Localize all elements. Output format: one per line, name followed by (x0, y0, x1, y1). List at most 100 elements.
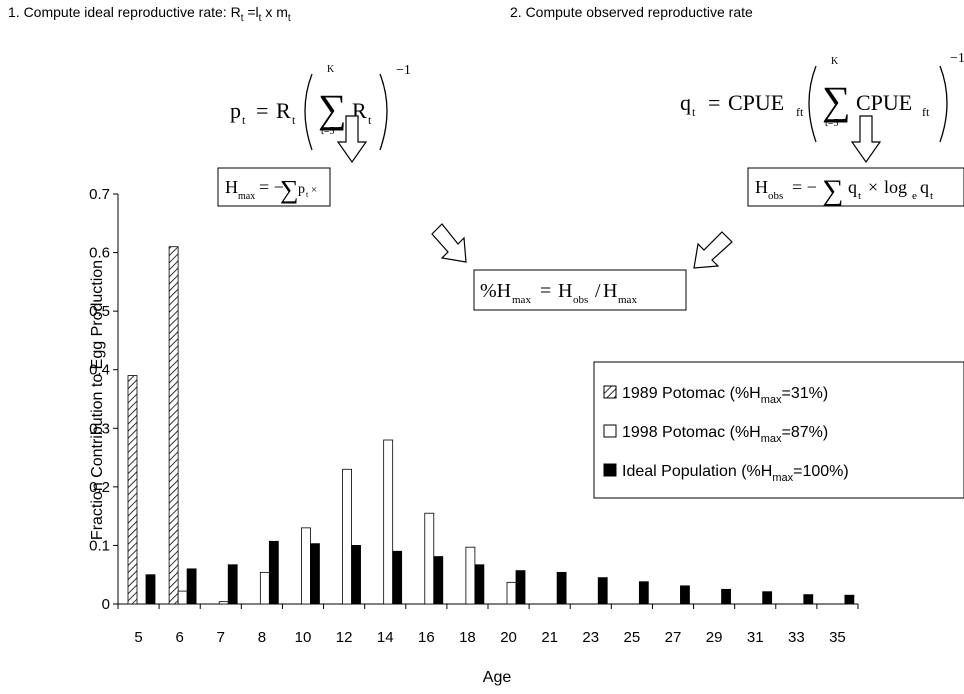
step-1-times: x m (261, 4, 288, 20)
bar-ideal (145, 574, 156, 605)
bar-ideal (433, 556, 444, 605)
bar-1998 (342, 468, 352, 605)
bar-ideal (392, 550, 403, 605)
formula-p-sum: ∑ (318, 86, 347, 131)
arrow-diag-left (431, 223, 467, 263)
y-tick-label: 0.4 (89, 362, 110, 379)
bar-ideal (762, 591, 773, 605)
formula-q-lhs: q (680, 90, 691, 115)
formula-hobs-sum: ∑ (822, 174, 843, 207)
formula-ratio-num-sub: obs (573, 294, 588, 306)
formula-hmax-times: × (311, 184, 317, 196)
bar-1998 (301, 527, 311, 605)
x-tick-label: 21 (541, 629, 558, 646)
formula-q-sum-bottom: t=5 (825, 118, 838, 129)
bar-ideal (227, 564, 238, 605)
formula-q-body: CPUE (728, 90, 784, 115)
step-2-caption: 2. Compute observed reproductive rate (510, 4, 753, 20)
x-tick-label: 29 (706, 629, 723, 646)
step-1-text: 1. Compute ideal reproductive rate: (8, 4, 231, 20)
y-tick-label: 0.3 (89, 420, 110, 437)
bar-ideal (597, 577, 608, 605)
formula-hobs-eq: = − (792, 177, 817, 197)
formula-p: p t = R t K ∑ t=5 R t −1 (230, 63, 411, 151)
legend-swatch-1998 (603, 424, 617, 438)
y-axis-title: Fraction Contribution to Egg Production (89, 260, 106, 540)
bar-ideal (268, 540, 279, 605)
formula-hmax-p-sub: t (306, 190, 309, 199)
bar-ideal (556, 571, 567, 605)
formula-p-paren-left (304, 73, 313, 151)
step-1-m-sub: t (287, 12, 291, 24)
formula-hobs-sub: obs (768, 190, 783, 202)
y-tick-label: 0.2 (89, 479, 110, 496)
arrow-diag-right (693, 231, 733, 269)
formula-p-eq: = (256, 98, 268, 123)
y-tick-label: 0.5 (89, 303, 110, 320)
bar-ideal (721, 588, 731, 605)
y-tick-label: 0.6 (89, 245, 110, 262)
bar-ideal (474, 564, 485, 605)
legend: 1989 Potomac (%Hmax=31%) 1998 Potomac (%… (593, 361, 964, 499)
formula-p-lhs: p (230, 98, 241, 123)
formula-ratio-eq: = (540, 280, 551, 302)
x-tick-label: 7 (217, 629, 225, 646)
bar-1998 (506, 581, 517, 605)
x-tick-label: 8 (258, 629, 266, 646)
step-1-l-sub: t (258, 12, 262, 24)
x-tick-label: 5 (134, 629, 142, 646)
formula-q-eq: = (708, 90, 720, 115)
formula-q-body2: CPUE (856, 90, 912, 115)
formula-hobs-h: H (755, 177, 768, 197)
formula-p-lhs-sub: t (242, 113, 246, 127)
formula-hobs-q2: q (920, 177, 929, 197)
formula-p-exp: −1 (396, 63, 411, 78)
bar-ideal (515, 570, 526, 605)
formula-q-body2-sub: ft (922, 105, 930, 119)
formula-hobs-q-sub: t (858, 190, 861, 202)
formula-hobs-log-sub: e (912, 190, 917, 202)
bar-ideal (680, 585, 690, 605)
formula-ratio-num: H (558, 280, 572, 302)
bar-1989 (168, 246, 179, 605)
formula-hobs-log: log (884, 177, 907, 197)
x-tick-label: 18 (459, 629, 476, 646)
x-axis-title: Age (483, 669, 512, 686)
y-tick-label: 0 (102, 596, 110, 613)
x-tick-label: 20 (500, 629, 517, 646)
bar-ideal (803, 594, 814, 605)
arrow-down-right (850, 115, 882, 164)
formula-hobs-times: × (868, 177, 878, 197)
x-tick-label: 10 (295, 629, 312, 646)
x-tick-label: 25 (624, 629, 641, 646)
formula-hobs-q2-sub: t (930, 190, 933, 202)
bar-ideal (186, 568, 197, 605)
legend-label-ideal: Ideal Population (%Hmax=100%) (622, 463, 849, 484)
step-2-text: 2. Compute observed reproductive rate (510, 4, 753, 20)
bar-ideal (638, 581, 649, 605)
bar-ideal (351, 545, 361, 605)
bar-1998 (259, 571, 270, 605)
formula-ratio-slash: / (595, 280, 601, 302)
formula-hobs: H obs = − ∑ q t × log e q t (747, 167, 964, 207)
x-tick-label: 31 (747, 629, 764, 646)
x-tick-label: 6 (175, 629, 183, 646)
bar-1998 (465, 546, 476, 605)
formula-hmax-eq: = − (259, 177, 284, 197)
legend-box (593, 361, 964, 499)
bar-1998 (383, 439, 394, 605)
formula-hmax-h: H (225, 177, 238, 197)
arrow-down-left (336, 115, 368, 164)
formula-q: q t = CPUE ft K ∑ t=5 CPUE ft −1 (680, 51, 964, 143)
y-tick-label: 0.1 (89, 537, 110, 554)
formula-p-paren-right (379, 73, 388, 151)
formula-hobs-box (747, 167, 964, 207)
formula-q-sum-top: K (831, 56, 839, 67)
formula-q-paren-left (808, 65, 817, 143)
chart-bars (127, 246, 855, 605)
x-tick-label: 27 (665, 629, 682, 646)
bar-1989 (127, 375, 138, 605)
formula-q-paren-right (939, 65, 948, 143)
bar-ideal (310, 543, 320, 605)
formula-ratio-sub: max (512, 294, 531, 306)
